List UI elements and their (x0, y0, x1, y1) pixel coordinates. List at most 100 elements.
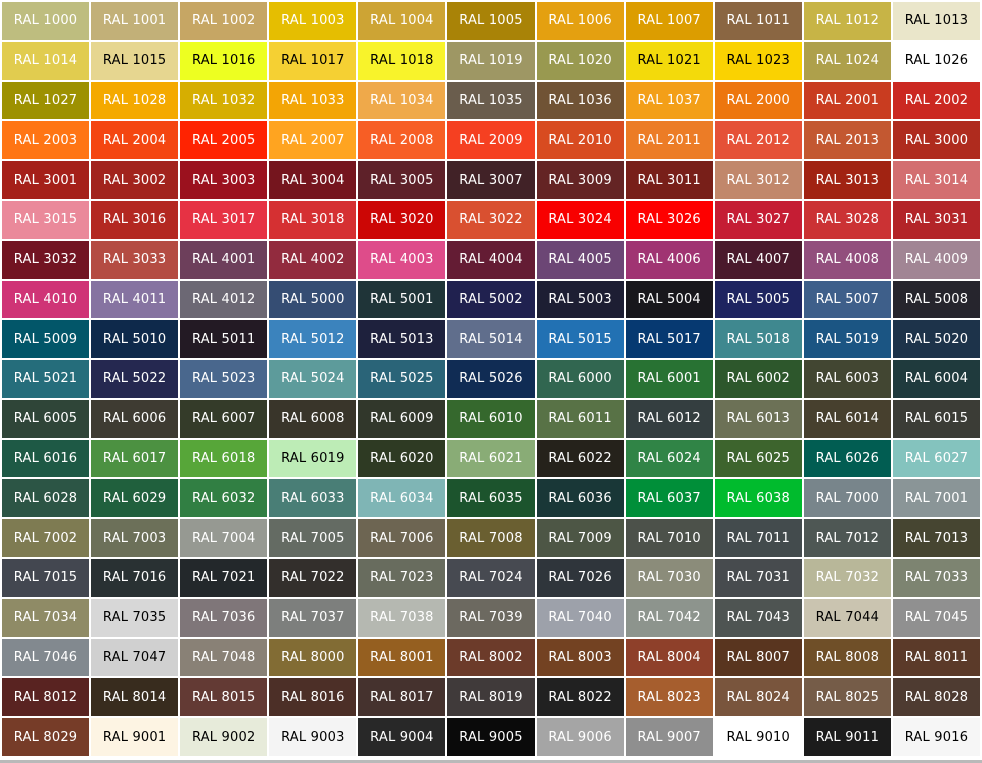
ral-6024-swatch: RAL 6024 (625, 439, 713, 478)
ral-4010-swatch: RAL 4010 (2, 280, 90, 319)
ral-7005-swatch: RAL 7005 (269, 519, 357, 558)
ral-1011-swatch: RAL 1011 (714, 2, 802, 40)
ral-5001-swatch: RAL 5001 (358, 280, 446, 319)
ral-5015-swatch: RAL 5015 (536, 320, 624, 359)
ral-8025-swatch: RAL 8025 (803, 678, 891, 717)
ral-8002-swatch: RAL 8002 (447, 638, 535, 677)
ral-7033-swatch: RAL 7033 (892, 559, 980, 597)
ral-2007-swatch: RAL 2007 (269, 121, 357, 160)
ral-8028-swatch: RAL 8028 (892, 678, 980, 717)
ral-7011-swatch: RAL 7011 (714, 519, 802, 558)
ral-4006-swatch: RAL 4006 (625, 240, 713, 279)
ral-7031-swatch: RAL 7031 (714, 559, 802, 597)
ral-6000-swatch: RAL 6000 (536, 360, 624, 398)
ral-6033-swatch: RAL 6033 (269, 479, 357, 518)
ral-9003-swatch: RAL 9003 (269, 718, 357, 756)
ral-6038-swatch: RAL 6038 (714, 479, 802, 518)
ral-8008-swatch: RAL 8008 (803, 638, 891, 677)
ral-5026-swatch: RAL 5026 (447, 360, 535, 398)
ral-8019-swatch: RAL 8019 (447, 678, 535, 717)
ral-4008-swatch: RAL 4008 (803, 240, 891, 279)
ral-7002-swatch: RAL 7002 (2, 519, 90, 558)
ral-5004-swatch: RAL 5004 (625, 280, 713, 319)
ral-7024-swatch: RAL 7024 (447, 559, 535, 597)
ral-3011-swatch: RAL 3011 (625, 161, 713, 199)
ral-2004-swatch: RAL 2004 (91, 121, 179, 160)
ral-3017-swatch: RAL 3017 (180, 200, 268, 239)
ral-3005-swatch: RAL 3005 (358, 161, 446, 199)
ral-6015-swatch: RAL 6015 (892, 399, 980, 438)
ral-2005-swatch: RAL 2005 (180, 121, 268, 160)
ral-1013-swatch: RAL 1013 (892, 2, 980, 40)
ral-5021-swatch: RAL 5021 (2, 360, 90, 398)
ral-6011-swatch: RAL 6011 (536, 399, 624, 438)
ral-6016-swatch: RAL 6016 (2, 439, 90, 478)
ral-7004-swatch: RAL 7004 (180, 519, 268, 558)
ral-6026-swatch: RAL 6026 (803, 439, 891, 478)
ral-6012-swatch: RAL 6012 (625, 399, 713, 438)
ral-8017-swatch: RAL 8017 (358, 678, 446, 717)
ral-3022-swatch: RAL 3022 (447, 200, 535, 239)
ral-2001-swatch: RAL 2001 (803, 81, 891, 120)
ral-5023-swatch: RAL 5023 (180, 360, 268, 398)
ral-7032-swatch: RAL 7032 (803, 559, 891, 597)
ral-5020-swatch: RAL 5020 (892, 320, 980, 359)
ral-6010-swatch: RAL 6010 (447, 399, 535, 438)
ral-1001-swatch: RAL 1001 (91, 2, 179, 40)
ral-7040-swatch: RAL 7040 (536, 598, 624, 637)
ral-6034-swatch: RAL 6034 (358, 479, 446, 518)
ral-1017-swatch: RAL 1017 (269, 41, 357, 80)
ral-7015-swatch: RAL 7015 (2, 559, 90, 597)
ral-2011-swatch: RAL 2011 (625, 121, 713, 160)
ral-7045-swatch: RAL 7045 (892, 598, 980, 637)
ral-5013-swatch: RAL 5013 (358, 320, 446, 359)
ral-4002-swatch: RAL 4002 (269, 240, 357, 279)
ral-1036-swatch: RAL 1036 (536, 81, 624, 120)
ral-7003-swatch: RAL 7003 (91, 519, 179, 558)
ral-5009-swatch: RAL 5009 (2, 320, 90, 359)
ral-1028-swatch: RAL 1028 (91, 81, 179, 120)
ral-6018-swatch: RAL 6018 (180, 439, 268, 478)
ral-6017-swatch: RAL 6017 (91, 439, 179, 478)
ral-5000-swatch: RAL 5000 (269, 280, 357, 319)
ral-1005-swatch: RAL 1005 (447, 2, 535, 40)
ral-8004-swatch: RAL 8004 (625, 638, 713, 677)
ral-7009-swatch: RAL 7009 (536, 519, 624, 558)
ral-3018-swatch: RAL 3018 (269, 200, 357, 239)
ral-7039-swatch: RAL 7039 (447, 598, 535, 637)
ral-6021-swatch: RAL 6021 (447, 439, 535, 478)
ral-8003-swatch: RAL 8003 (536, 638, 624, 677)
ral-3033-swatch: RAL 3033 (91, 240, 179, 279)
ral-6036-swatch: RAL 6036 (536, 479, 624, 518)
ral-1000-swatch: RAL 1000 (2, 2, 90, 40)
ral-8016-swatch: RAL 8016 (269, 678, 357, 717)
ral-3016-swatch: RAL 3016 (91, 200, 179, 239)
ral-3007-swatch: RAL 3007 (447, 161, 535, 199)
ral-1007-swatch: RAL 1007 (625, 2, 713, 40)
ral-7047-swatch: RAL 7047 (91, 638, 179, 677)
ral-7006-swatch: RAL 7006 (358, 519, 446, 558)
ral-7013-swatch: RAL 7013 (892, 519, 980, 558)
ral-8001-swatch: RAL 8001 (358, 638, 446, 677)
ral-5017-swatch: RAL 5017 (625, 320, 713, 359)
ral-8011-swatch: RAL 8011 (892, 638, 980, 677)
ral-9004-swatch: RAL 9004 (358, 718, 446, 756)
ral-7037-swatch: RAL 7037 (269, 598, 357, 637)
ral-7012-swatch: RAL 7012 (803, 519, 891, 558)
ral-9002-swatch: RAL 9002 (180, 718, 268, 756)
ral-7034-swatch: RAL 7034 (2, 598, 90, 637)
ral-6007-swatch: RAL 6007 (180, 399, 268, 438)
ral-5012-swatch: RAL 5012 (269, 320, 357, 359)
ral-4012-swatch: RAL 4012 (180, 280, 268, 319)
ral-2013-swatch: RAL 2013 (803, 121, 891, 160)
ral-3014-swatch: RAL 3014 (892, 161, 980, 199)
ral-3026-swatch: RAL 3026 (625, 200, 713, 239)
ral-8014-swatch: RAL 8014 (91, 678, 179, 717)
ral-9005-swatch: RAL 9005 (447, 718, 535, 756)
ral-6028-swatch: RAL 6028 (2, 479, 90, 518)
ral-7016-swatch: RAL 7016 (91, 559, 179, 597)
ral-5010-swatch: RAL 5010 (91, 320, 179, 359)
ral-6019-swatch: RAL 6019 (269, 439, 357, 478)
ral-4009-swatch: RAL 4009 (892, 240, 980, 279)
ral-1018-swatch: RAL 1018 (358, 41, 446, 80)
